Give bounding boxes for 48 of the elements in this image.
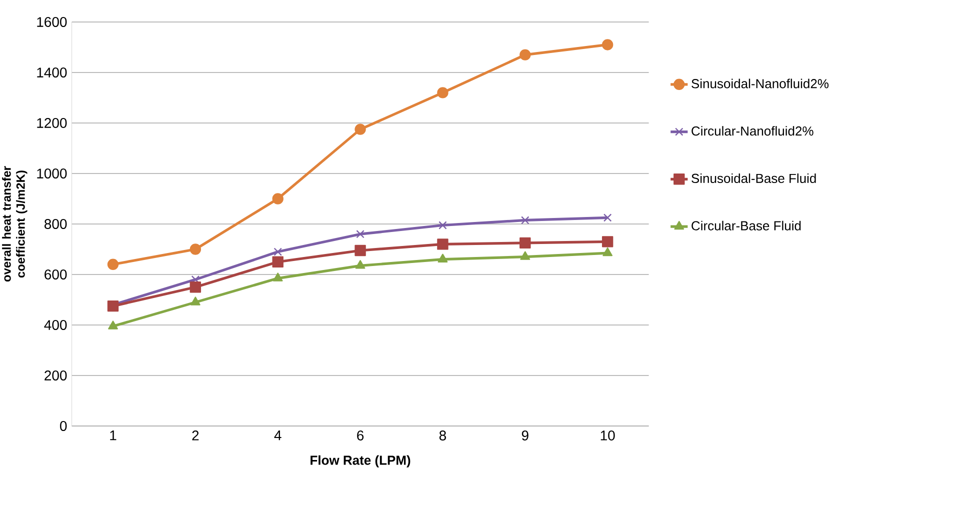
- point: [356, 230, 364, 238]
- point: [108, 320, 118, 330]
- point: [272, 193, 284, 204]
- y-tick-label: 1400: [37, 68, 67, 78]
- x-tick-label: 2: [192, 430, 199, 440]
- y-tick-label: 1200: [37, 118, 67, 128]
- point: [437, 87, 448, 98]
- point: [520, 49, 531, 60]
- y-tick-label: 600: [44, 270, 67, 280]
- point: [274, 248, 282, 256]
- x-axis-title: Flow Rate (LPM): [310, 455, 410, 468]
- y-tick-label: 800: [44, 219, 67, 229]
- point: [602, 236, 614, 248]
- y-axis-title: overall heat transfer coefficient (J/m2K): [2, 166, 28, 282]
- legend-label: Sinusoidal-Base Fluid: [692, 173, 816, 184]
- y-tick-label: 400: [44, 320, 67, 330]
- point: [272, 256, 284, 268]
- x-tick-label: 1: [110, 430, 116, 440]
- legend-label: Circular-Nanofluid2%: [692, 126, 814, 136]
- point: [190, 296, 200, 306]
- legend-label: Sinusoidal-Nanofluid2%: [692, 78, 829, 88]
- point: [354, 244, 366, 256]
- legend-label: Circular-Base Fluid: [692, 220, 801, 230]
- point: [602, 39, 614, 50]
- point: [437, 238, 448, 250]
- point: [107, 258, 119, 270]
- point: [602, 247, 612, 256]
- point: [521, 216, 530, 224]
- point: [272, 272, 283, 282]
- point: [520, 251, 530, 260]
- point: [354, 124, 366, 135]
- y-tick-label: 1000: [37, 168, 67, 178]
- x-tick-label: 4: [274, 430, 282, 440]
- point: [355, 260, 366, 269]
- point: [190, 244, 202, 255]
- point: [438, 221, 447, 230]
- y-tick-label: 1600: [37, 17, 67, 27]
- y-tick-label: 0: [60, 421, 67, 431]
- x-tick-label: 9: [522, 430, 528, 440]
- point: [520, 237, 531, 249]
- point: [603, 214, 612, 222]
- x-tick-label: 8: [439, 430, 446, 440]
- y-tick-label: 200: [44, 370, 67, 380]
- point: [190, 282, 202, 293]
- x-tick-label: 6: [357, 430, 364, 440]
- point: [107, 300, 119, 312]
- x-tick-label: 10: [600, 430, 615, 440]
- point: [438, 254, 448, 262]
